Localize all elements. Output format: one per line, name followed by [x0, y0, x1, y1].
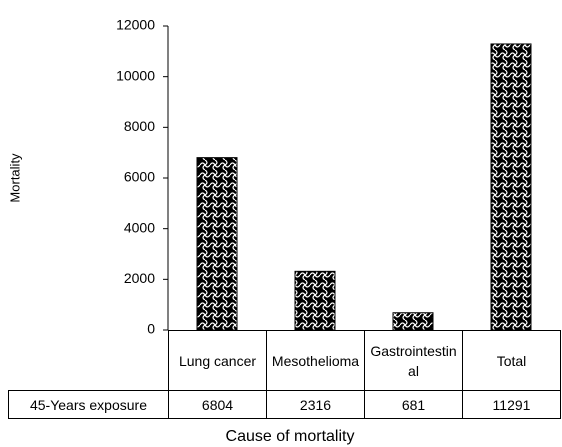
x-axis-title: Cause of mortality — [226, 428, 355, 445]
y-tick-label: 6000 — [124, 169, 155, 185]
series-name-cell: 45-Years exposure — [8, 390, 169, 419]
bar — [490, 43, 532, 331]
category-cell: Mesothelioma — [266, 330, 365, 391]
y-tick-label: 2000 — [124, 270, 155, 286]
category-cell: Gastrointestinal — [364, 330, 463, 391]
y-tick-label: 4000 — [124, 219, 155, 235]
y-tick-label: 10000 — [116, 67, 155, 83]
value-cell: 11291 — [462, 390, 561, 419]
value-cell: 2316 — [266, 390, 365, 419]
y-tick-label: 12000 — [116, 17, 155, 33]
value-cell: 681 — [364, 390, 463, 419]
bar — [392, 312, 434, 331]
bar — [196, 157, 238, 331]
category-cell: Total — [462, 330, 561, 391]
value-cell: 6804 — [168, 390, 267, 419]
bar — [294, 270, 336, 331]
y-tick-label: 0 — [147, 321, 155, 337]
y-axis-title: Mortality — [7, 153, 22, 203]
y-tick-label: 8000 — [124, 118, 155, 134]
category-cell: Lung cancer — [168, 330, 267, 391]
